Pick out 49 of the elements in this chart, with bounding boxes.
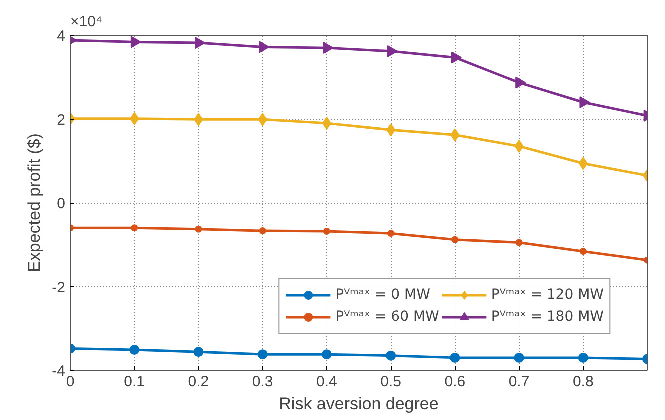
point [452, 236, 459, 244]
text: ×10⁴ [70, 14, 102, 30]
point [322, 116, 332, 130]
point [130, 344, 140, 355]
point [195, 37, 206, 50]
point [259, 228, 266, 235]
point [386, 124, 396, 137]
x-tick-label: 0.8 [572, 374, 594, 390]
point [258, 113, 268, 126]
point [580, 248, 587, 256]
point [386, 350, 396, 361]
y-tick-label: 4 [57, 28, 66, 45]
point [450, 128, 460, 142]
point [514, 352, 524, 363]
point [258, 350, 268, 360]
point [323, 42, 334, 54]
point [194, 113, 204, 126]
point [450, 352, 460, 363]
point [194, 347, 204, 358]
point [130, 36, 142, 48]
legend-label: Pⱽᵐᵃˣ = 120 MW [491, 287, 604, 303]
point [323, 228, 330, 235]
point [387, 45, 398, 58]
x-tick-label: 0.5 [380, 374, 402, 390]
x-axis-title: Risk aversion degree [279, 394, 439, 414]
y-tick-label: 2 [57, 112, 66, 129]
legend-label: Pⱽᵐᵃˣ = 60 MW [336, 309, 440, 325]
x-tick-label: 0.7 [508, 374, 530, 390]
legend-label: Pⱽᵐᵃˣ = 180 MW [491, 309, 604, 325]
point [195, 226, 202, 233]
x-tick-label: 0.1 [124, 374, 146, 390]
point [514, 140, 524, 153]
point [131, 224, 138, 232]
legend-label: Pⱽᵐᵃˣ = 0 MW [336, 287, 430, 303]
point [322, 350, 332, 360]
point [516, 239, 523, 246]
x-tick-label: 0.6 [444, 374, 466, 390]
y-tick-label: -2 [52, 279, 66, 296]
point [130, 112, 140, 126]
x-tick-label: 0.4 [316, 374, 338, 390]
x-tick-label: 0.2 [188, 374, 210, 390]
y-tick-label: -4 [52, 363, 66, 380]
y-axis-title: Expected profit ($) [25, 134, 44, 272]
y-tick-label: 0 [57, 196, 66, 212]
point [578, 157, 588, 170]
x-tick-label: 0.3 [252, 374, 274, 390]
point [388, 230, 395, 238]
point [578, 352, 588, 363]
point [259, 41, 270, 54]
